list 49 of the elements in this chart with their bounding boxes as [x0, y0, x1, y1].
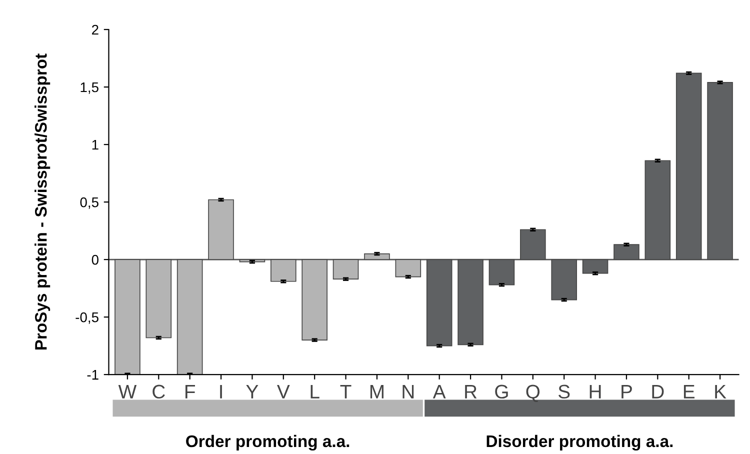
- y-axis-title: ProSys protein - Swissprot/Swissprot: [34, 54, 50, 350]
- bar: [208, 199, 234, 260]
- y-tick-label: 2: [92, 24, 98, 35]
- x-tick-label: D: [652, 384, 664, 398]
- bar: [520, 229, 546, 260]
- bar: [426, 259, 452, 346]
- y-tick-label: -1: [87, 370, 98, 380]
- x-tick-label: P: [622, 384, 632, 398]
- bar: [114, 259, 140, 375]
- text: Disorder promoting a.a.: [486, 434, 673, 451]
- bar: [614, 244, 640, 260]
- x-tick-label: T: [340, 384, 352, 398]
- bar: [364, 253, 390, 260]
- x-tick-label: K: [715, 384, 726, 398]
- bar: [582, 259, 608, 274]
- bar: [332, 259, 359, 280]
- x-tick-label: E: [684, 384, 694, 398]
- x-tick-label: A: [432, 384, 446, 398]
- x-tick-label: R: [465, 384, 477, 398]
- x-tick-label: N: [402, 384, 414, 398]
- x-tick-label: G: [495, 384, 508, 399]
- bar: [676, 72, 702, 260]
- x-tick-label: Y: [246, 384, 258, 398]
- bar: [302, 259, 328, 340]
- y-tick-label: 1: [92, 140, 98, 150]
- x-tick-label: V: [277, 384, 290, 398]
- y-tick-label: 0: [92, 254, 98, 265]
- bar: [644, 160, 671, 260]
- x-tick-label: F: [185, 384, 195, 398]
- bar: [458, 259, 484, 346]
- x-tick-label: M: [370, 384, 384, 398]
- y-tick-label: -0,5: [76, 312, 98, 324]
- bar: [395, 259, 422, 278]
- bar: [488, 259, 515, 286]
- y-tick-label: 0,5: [80, 197, 98, 209]
- bar: [551, 259, 577, 300]
- bar: [270, 259, 296, 282]
- bar: [176, 259, 203, 375]
- x-tick-label: H: [590, 384, 601, 398]
- text: Order promoting a.a.: [186, 434, 350, 451]
- x-tick-label: C: [152, 384, 165, 399]
- x-tick-label: Q: [526, 384, 540, 402]
- x-tick-label: S: [558, 384, 570, 399]
- y-tick-label: 1,5: [80, 82, 98, 94]
- bar: [707, 82, 733, 260]
- x-tick-label: I: [220, 384, 222, 398]
- bar: [146, 259, 172, 338]
- x-tick-label: W: [118, 384, 137, 398]
- x-tick-label: L: [310, 384, 320, 398]
